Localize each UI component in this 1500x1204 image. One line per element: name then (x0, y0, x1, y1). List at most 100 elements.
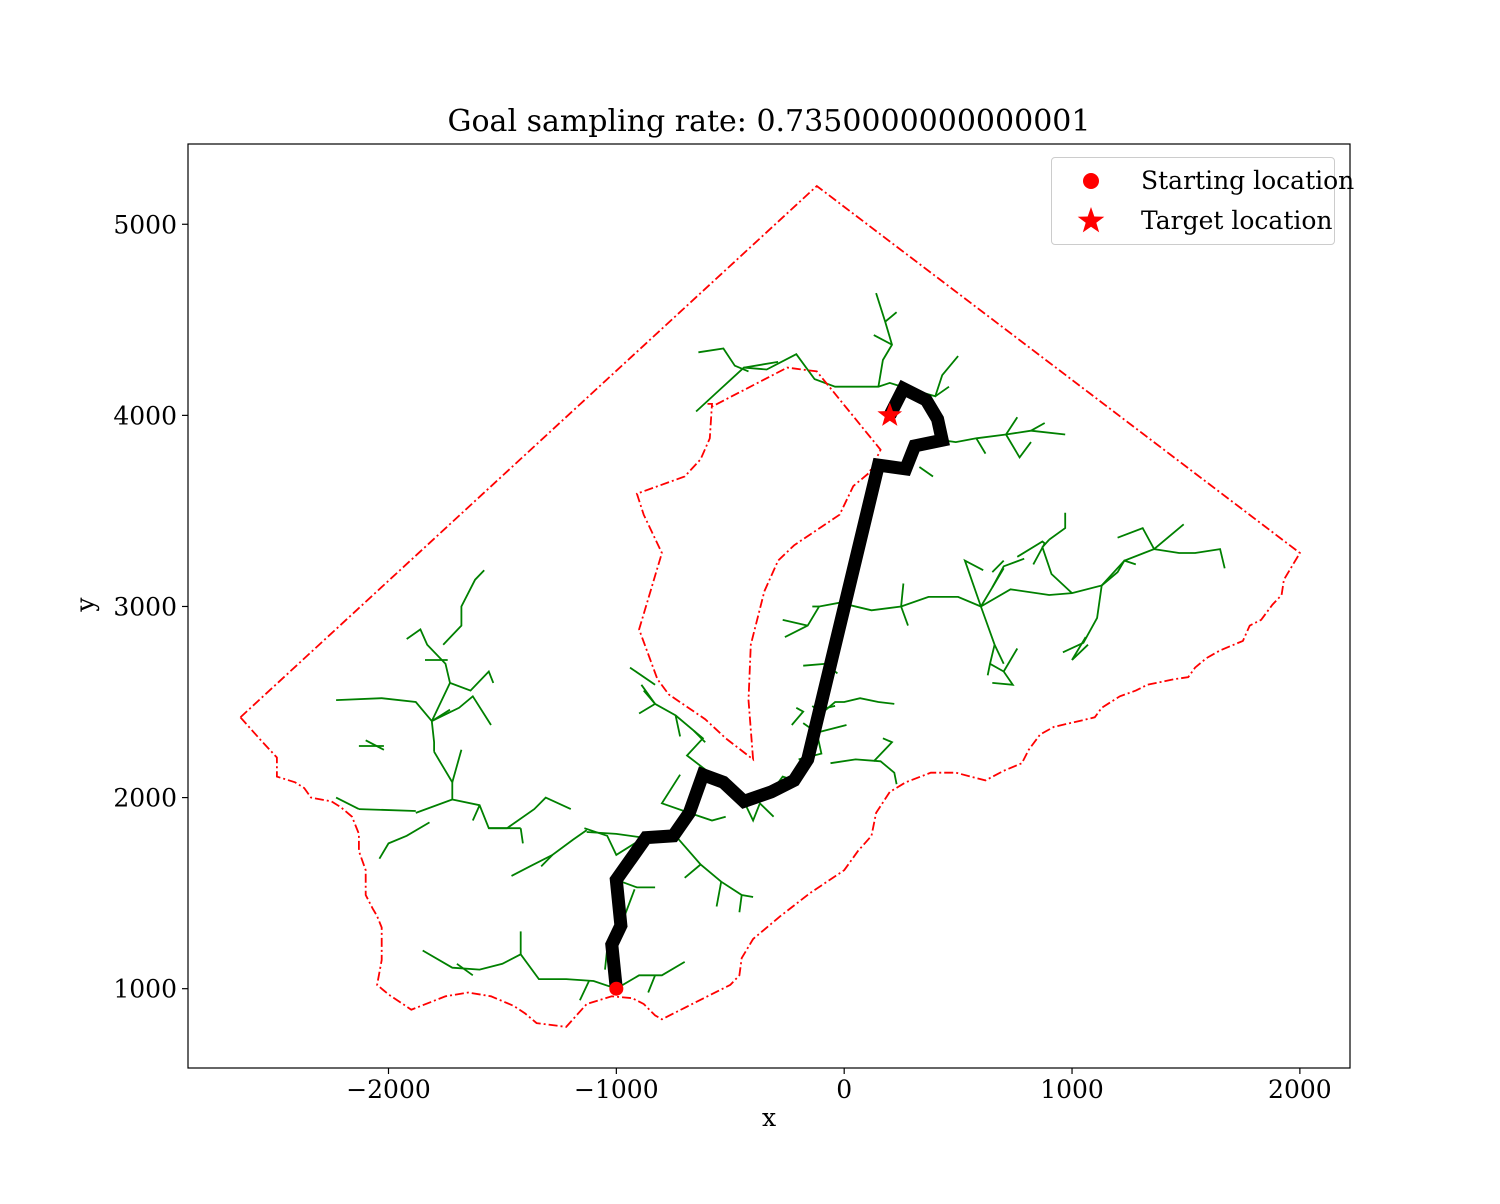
x-axis-label: x (761, 1103, 777, 1132)
tree-branch (1071, 644, 1089, 661)
x-tick-label: −1000 (574, 1075, 659, 1104)
tree-branch (689, 812, 726, 822)
tree-branch (884, 311, 898, 323)
tree-branch (1016, 540, 1046, 565)
target-marker (877, 402, 903, 426)
tree-branch (698, 347, 749, 373)
tree-branch (980, 557, 1025, 607)
tree-branch (986, 663, 991, 676)
tree-branch (830, 758, 898, 785)
tree-branch (430, 669, 495, 722)
outer-boundary (239, 184, 1302, 1028)
legend: Starting location Target location (1051, 157, 1354, 245)
tree-branch (743, 801, 775, 823)
tree-branch (1048, 512, 1067, 541)
tree-branch (991, 567, 1005, 588)
tree-branch (873, 334, 893, 346)
tree-branch (991, 559, 1005, 573)
tree-branch (900, 583, 905, 607)
marker-layer (609, 402, 903, 996)
tree-branch (488, 796, 572, 830)
tree-branch (1005, 434, 1032, 460)
tree-branch (431, 694, 492, 726)
tree-branch (442, 569, 485, 646)
tree-branch (674, 715, 681, 737)
tree-branch (1101, 559, 1137, 587)
tree-branch (934, 385, 950, 398)
legend-item-start: Starting location (1052, 164, 1354, 200)
tree-branch (415, 751, 454, 814)
legend-label-start: Starting location (1141, 166, 1355, 195)
y-tick-label: 5000 (113, 210, 177, 239)
tree-branch (784, 596, 982, 638)
tree-branch (684, 863, 702, 879)
tree-branch (980, 606, 1015, 686)
y-tick-label: 2000 (113, 784, 177, 813)
tree-branch (647, 974, 656, 993)
tree-branch (791, 707, 805, 726)
tree-branch (519, 828, 524, 844)
tree-branch (615, 961, 686, 990)
tree-branch (695, 353, 909, 413)
tree-branch (643, 690, 656, 705)
tree-branch (873, 737, 894, 762)
tree-branch (993, 644, 1005, 665)
tree-branch (674, 835, 754, 898)
tree-branch (336, 697, 436, 752)
tree-branch (963, 558, 984, 607)
x-tick-label: 1000 (1040, 1075, 1104, 1104)
tree-branch (1030, 422, 1046, 432)
y-axis: 1000 2000 3000 4000 5000 (113, 210, 188, 1004)
tree-branch (1005, 416, 1019, 435)
legend-item-target: Target location (1052, 204, 1336, 240)
tree-branch (1071, 636, 1087, 661)
tree-branch (378, 821, 430, 860)
tree-branch (335, 796, 360, 810)
tree-branch (738, 894, 743, 913)
plot-frame (187, 143, 1351, 1069)
inner-obstacle-boundary (635, 366, 882, 762)
legend-label-target: Target location (1141, 206, 1333, 235)
tree-branch (640, 684, 713, 776)
tree-branch (1002, 648, 1019, 672)
tree-branch (1062, 585, 1103, 654)
start-marker (609, 981, 624, 996)
x-tick-label: 2000 (1268, 1075, 1332, 1104)
y-tick-label: 3000 (113, 592, 177, 621)
tree-branch (975, 437, 987, 455)
tree-branch (451, 749, 463, 783)
path-layer (605, 379, 950, 990)
tree-branch (918, 466, 934, 478)
tree-branch (406, 628, 451, 684)
tree-branch (942, 429, 1032, 444)
circle-marker-icon (1083, 173, 1099, 189)
tree-branch (1030, 429, 1066, 436)
tree-branch (782, 619, 808, 627)
tree-branch (1153, 548, 1226, 569)
tree-branch (579, 980, 590, 1001)
tree-branch (816, 724, 847, 734)
tree-branch (693, 730, 706, 743)
tree-branch (715, 881, 723, 907)
tree-branch (540, 854, 554, 868)
tree-layer (335, 292, 1226, 1001)
tree-branch (615, 878, 656, 889)
tree-branch (586, 831, 644, 839)
tree-branch (452, 798, 521, 830)
tree-branch (900, 606, 909, 626)
tree-branch (980, 523, 1185, 608)
tree-branch (1041, 538, 1073, 594)
planned-path (605, 379, 950, 990)
tree-branch (638, 703, 656, 715)
y-axis-label: y (70, 597, 100, 612)
chart-title: Goal sampling rate: 0.7350000000000001 (447, 104, 1091, 139)
tree-branch (629, 666, 656, 686)
boundary-layer (239, 184, 1302, 1028)
x-tick-label: −2000 (346, 1075, 431, 1104)
tree-branch (743, 361, 779, 369)
tree-branch (431, 708, 451, 722)
tree-branch (358, 808, 416, 812)
tree-branch (660, 774, 690, 814)
tree-branch (1117, 526, 1155, 550)
